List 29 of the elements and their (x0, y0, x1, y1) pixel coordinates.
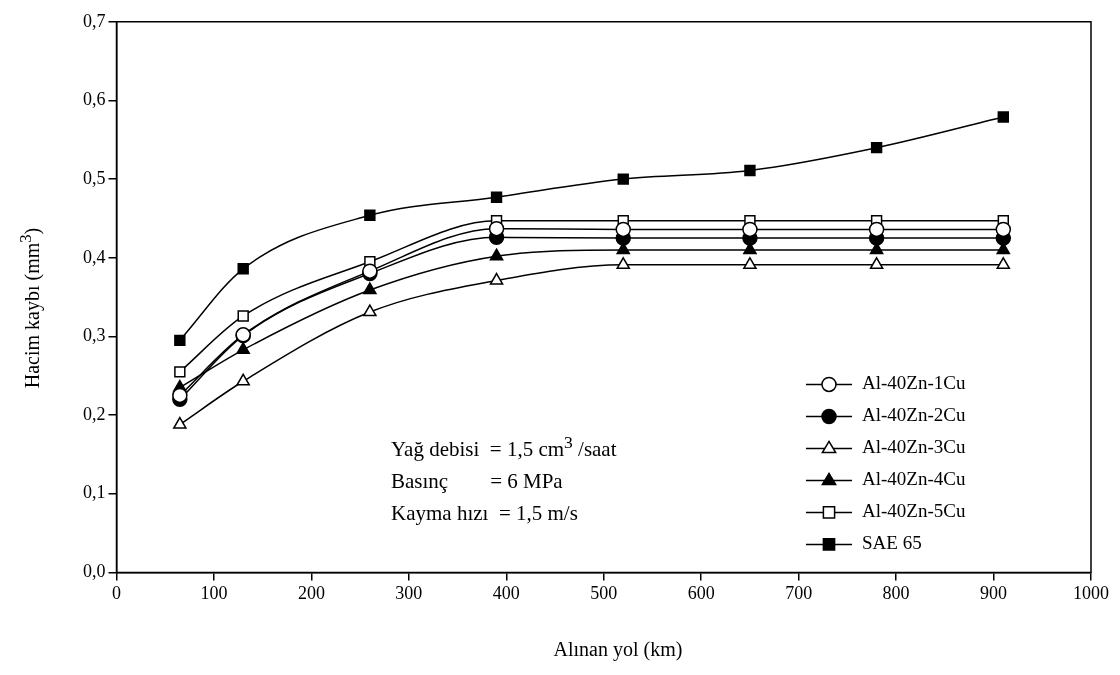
y-tick-label: 0,5 (83, 167, 106, 188)
annotation: Kayma hızı = 1,5 m/s (391, 500, 579, 527)
annotation: Basınç = 6 MPa (391, 468, 564, 495)
x-tick-label: 700 (785, 582, 813, 603)
y-tick-label: 0,6 (83, 89, 106, 110)
y-tick-label: 0,7 (83, 10, 106, 31)
legend-label: Al-40Zn-5Cu (862, 500, 966, 522)
legend-label: Al-40Zn-4Cu (862, 468, 966, 490)
x-axis-title: Alınan yol (km) (553, 638, 683, 660)
y-tick-label: 0,1 (83, 482, 106, 503)
legend-label: Al-40Zn-2Cu (862, 404, 966, 426)
y-tick-label: 0,2 (83, 403, 106, 424)
annotation: Yağ debisi = 1,5 cm$^{3}$ /saat (391, 431, 617, 463)
x-tick-label: 600 (687, 582, 715, 603)
x-tick-label: 800 (882, 582, 910, 603)
y-tick-label: 0,4 (83, 246, 106, 267)
y-tick-label: 0,0 (83, 561, 106, 582)
legend-label: Al-40Zn-1Cu (862, 372, 966, 394)
x-tick-label: 900 (980, 582, 1008, 603)
x-tick-label: 200 (297, 582, 325, 603)
legend-label: SAE 65 (862, 532, 922, 554)
x-tick-label: 0 (112, 582, 121, 603)
x-tick-label: 1000 (1073, 582, 1109, 603)
x-tick-label: 400 (492, 582, 520, 603)
x-tick-label: 100 (200, 582, 228, 603)
x-tick-label: 300 (395, 582, 423, 603)
legend-label: Al-40Zn-3Cu (862, 436, 966, 458)
x-tick-label: 500 (590, 582, 618, 603)
y-tick-label: 0,3 (83, 325, 106, 346)
